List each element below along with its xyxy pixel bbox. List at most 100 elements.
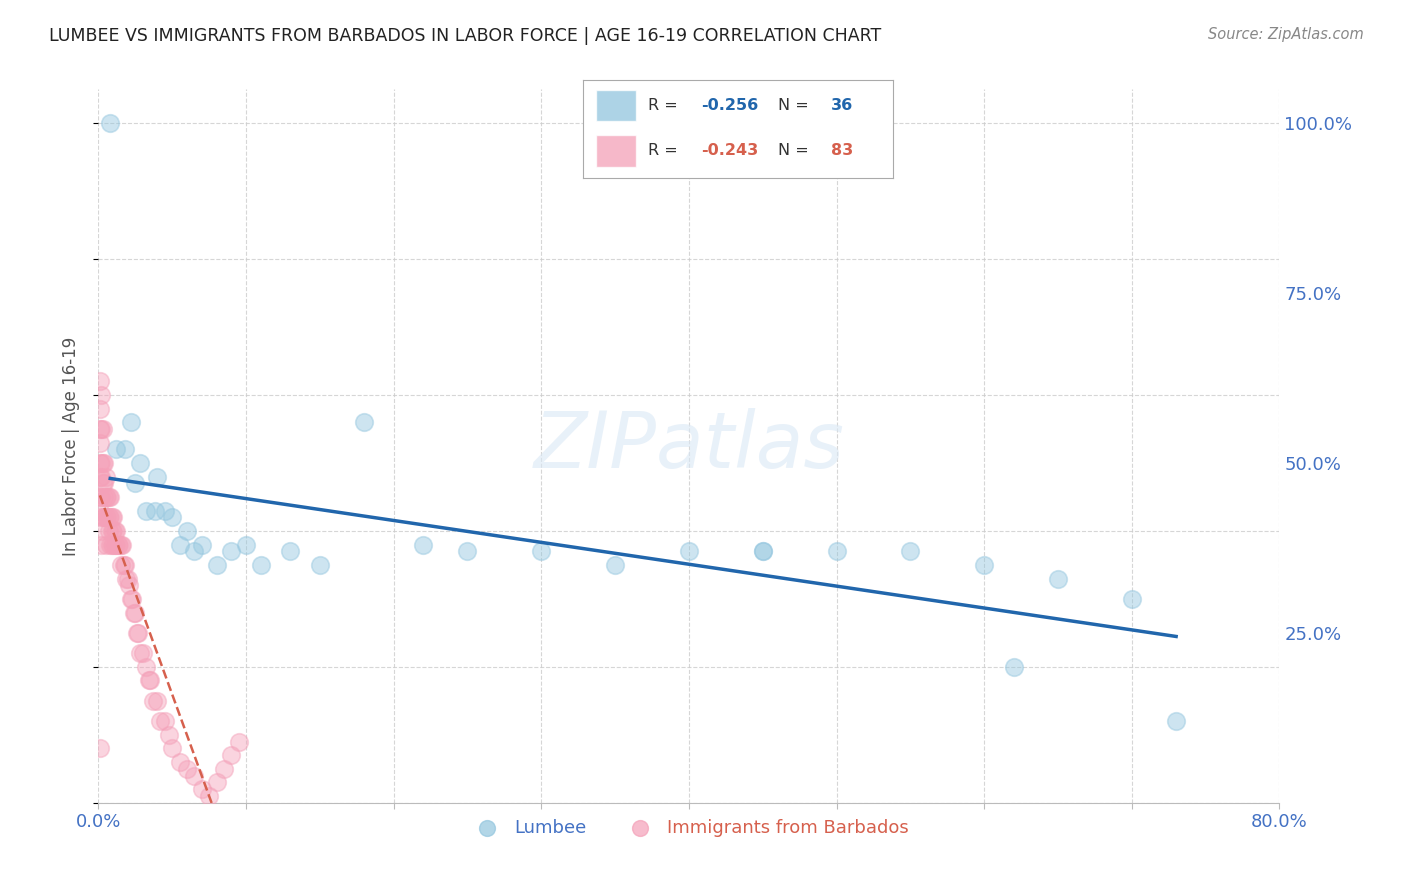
Point bbox=[135, 503, 157, 517]
Point bbox=[89, 741, 111, 756]
Text: Source: ZipAtlas.com: Source: ZipAtlas.com bbox=[1208, 27, 1364, 42]
Point bbox=[89, 490, 111, 504]
Point bbox=[183, 544, 205, 558]
Point bbox=[96, 490, 118, 504]
Point bbox=[97, 490, 120, 504]
Text: -0.243: -0.243 bbox=[702, 144, 758, 159]
Point bbox=[752, 544, 775, 558]
Point bbox=[96, 510, 118, 524]
Point bbox=[90, 469, 112, 483]
Point bbox=[120, 591, 142, 606]
Text: N =: N = bbox=[779, 144, 814, 159]
Y-axis label: In Labor Force | Age 16-19: In Labor Force | Age 16-19 bbox=[62, 336, 80, 556]
Point bbox=[1121, 591, 1143, 606]
Point bbox=[114, 558, 136, 572]
Point bbox=[250, 558, 273, 572]
Point bbox=[128, 646, 150, 660]
Point bbox=[91, 476, 114, 491]
Point bbox=[146, 694, 169, 708]
Point bbox=[89, 401, 111, 416]
Point bbox=[183, 769, 205, 783]
Point bbox=[353, 415, 375, 429]
Point bbox=[139, 673, 162, 688]
Point bbox=[89, 435, 111, 450]
Bar bbox=[596, 90, 636, 121]
Point bbox=[90, 537, 112, 551]
Point bbox=[205, 558, 228, 572]
Point bbox=[100, 524, 122, 538]
Point bbox=[98, 510, 121, 524]
Point bbox=[122, 606, 145, 620]
Point bbox=[94, 537, 117, 551]
Point bbox=[110, 537, 132, 551]
Point bbox=[108, 537, 131, 551]
Point bbox=[93, 510, 115, 524]
Point bbox=[91, 422, 114, 436]
Point bbox=[191, 782, 214, 797]
Point bbox=[91, 510, 114, 524]
Point bbox=[104, 524, 127, 538]
Point bbox=[89, 422, 111, 436]
Text: -0.256: -0.256 bbox=[702, 98, 758, 113]
Point bbox=[89, 503, 111, 517]
Point bbox=[100, 510, 122, 524]
Point bbox=[124, 606, 146, 620]
Point bbox=[153, 503, 176, 517]
Point bbox=[90, 456, 112, 470]
Point bbox=[97, 524, 120, 538]
Point bbox=[157, 728, 180, 742]
Point bbox=[228, 734, 250, 748]
Point bbox=[412, 537, 434, 551]
Point bbox=[153, 714, 176, 729]
Point bbox=[94, 469, 117, 483]
Point bbox=[457, 544, 479, 558]
Point bbox=[121, 591, 143, 606]
Point bbox=[104, 537, 127, 551]
Point bbox=[132, 646, 155, 660]
Point bbox=[530, 544, 553, 558]
Point bbox=[198, 789, 221, 803]
Point bbox=[97, 510, 120, 524]
Point bbox=[138, 673, 160, 688]
Text: 83: 83 bbox=[831, 144, 853, 159]
Point bbox=[221, 748, 243, 763]
Point bbox=[110, 558, 132, 572]
Point bbox=[128, 456, 150, 470]
Point bbox=[115, 572, 138, 586]
Point bbox=[105, 537, 128, 551]
Point bbox=[103, 524, 125, 538]
Point bbox=[93, 476, 115, 491]
Point bbox=[221, 544, 243, 558]
Point bbox=[309, 558, 332, 572]
Point bbox=[94, 490, 117, 504]
Text: N =: N = bbox=[779, 98, 814, 113]
Point bbox=[94, 510, 117, 524]
Point bbox=[105, 442, 128, 457]
Point bbox=[280, 544, 302, 558]
Point bbox=[89, 375, 111, 389]
Point bbox=[176, 762, 198, 776]
Point bbox=[205, 775, 228, 789]
Point bbox=[90, 524, 112, 538]
Point bbox=[93, 456, 115, 470]
Point bbox=[93, 490, 115, 504]
Point bbox=[605, 558, 627, 572]
Point bbox=[235, 537, 257, 551]
Point bbox=[107, 537, 129, 551]
Point bbox=[89, 469, 111, 483]
Point bbox=[91, 456, 114, 470]
Point bbox=[900, 544, 922, 558]
Point bbox=[191, 537, 214, 551]
Point bbox=[149, 714, 172, 729]
Point bbox=[112, 558, 135, 572]
Point bbox=[90, 490, 112, 504]
Point bbox=[103, 537, 125, 551]
Point bbox=[146, 469, 169, 483]
Point bbox=[103, 510, 125, 524]
Point bbox=[143, 503, 166, 517]
Text: 36: 36 bbox=[831, 98, 853, 113]
Point bbox=[212, 762, 235, 776]
Legend: Lumbee, Immigrants from Barbados: Lumbee, Immigrants from Barbados bbox=[461, 812, 917, 844]
Point bbox=[111, 537, 134, 551]
Point bbox=[118, 578, 141, 592]
